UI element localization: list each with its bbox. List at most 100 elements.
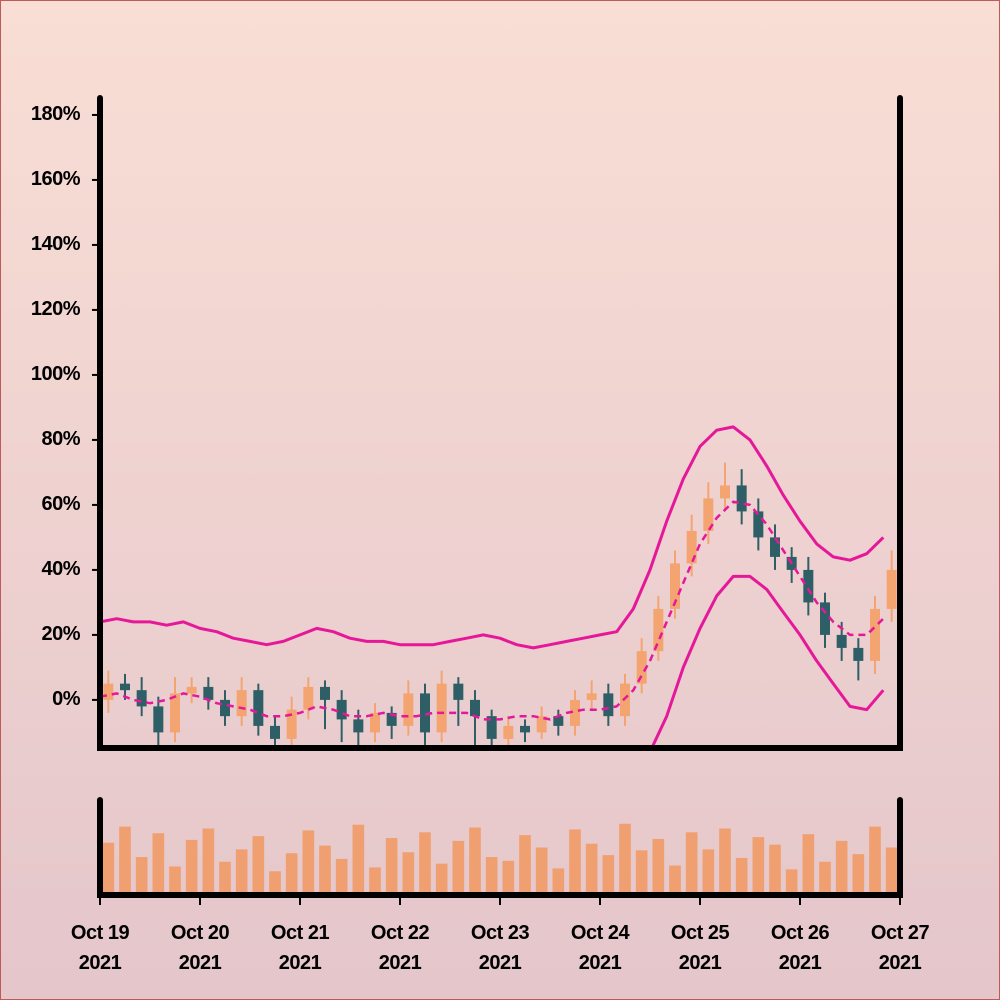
volume-bar: [185, 839, 198, 895]
candle-body: [436, 683, 447, 733]
candle-body: [270, 725, 280, 739]
y-tick-label: 140%: [31, 233, 81, 255]
candle-body: [353, 719, 364, 733]
candle-body: [720, 485, 730, 499]
volume-bar: [769, 844, 781, 895]
volume-bar: [369, 867, 381, 895]
candle-body: [553, 716, 564, 726]
candle-body: [120, 683, 130, 691]
candle-body: [220, 699, 230, 717]
band-middle: [100, 500, 885, 721]
volume-bar: [419, 832, 431, 895]
volume-bar: [319, 845, 331, 895]
candle-body: [586, 693, 597, 700]
volume-bar: [435, 863, 448, 895]
candle-body: [453, 683, 464, 700]
y-tick-label: 0%: [52, 688, 81, 710]
candle-body: [686, 530, 697, 564]
candle-body: [770, 537, 780, 557]
candle-body: [203, 686, 214, 700]
price-frame: [97, 95, 903, 751]
volume-bar: [535, 847, 548, 895]
volume-bar: [802, 834, 815, 895]
volume-bar: [102, 842, 115, 895]
x-tick-label: Oct 24 2021: [571, 922, 631, 974]
candle-body: [153, 706, 164, 733]
candle-body: [836, 634, 847, 648]
volume-bar: [269, 871, 281, 895]
volume-bar: [335, 858, 348, 895]
y-tick-label: 40%: [41, 558, 80, 580]
band-lower: [650, 574, 885, 748]
volume-bar: [402, 852, 415, 895]
band-upper: [100, 425, 885, 650]
y-tick-label: 120%: [31, 298, 81, 320]
candle-body: [186, 686, 197, 694]
volume-bar: [852, 854, 865, 895]
candle-body: [670, 563, 680, 609]
volume-bar: [485, 857, 498, 895]
volume-bar: [719, 828, 731, 895]
candle-body: [703, 498, 714, 531]
candle-body: [386, 712, 397, 726]
candle-body: [636, 651, 647, 684]
volume-bar: [152, 833, 165, 895]
candle-body: [570, 699, 580, 726]
candle-body: [753, 511, 764, 538]
candle-body: [420, 693, 430, 733]
candle-body: [820, 602, 830, 635]
volume-bar: [519, 835, 531, 895]
y-tick-label: 100%: [31, 363, 81, 385]
axes: 0% 20% 40% 60% 80% 100% 120% 140% 160% 180% Oct 19…: [31, 95, 930, 974]
volume-bar: [169, 866, 181, 895]
candle-body: [470, 699, 480, 717]
x-tick-label: Oct 19 2021: [71, 922, 130, 974]
x-tick-label: Oct 22 2021: [371, 922, 430, 974]
volume-bar: [585, 843, 598, 895]
candle-body: [803, 569, 814, 603]
volume-bar: [602, 855, 615, 895]
candle-body: [503, 725, 514, 739]
x-tick-label: Oct 27 2021: [871, 922, 930, 974]
volume-bar: [469, 827, 481, 895]
plot-area: [100, 425, 897, 748]
y-tick-label: 20%: [41, 623, 80, 645]
volume-bar: [502, 860, 515, 895]
volume-bar: [252, 836, 265, 895]
volume-bar: [119, 826, 131, 895]
volume-bar: [285, 853, 298, 895]
volume-bar: [135, 857, 148, 895]
volume-bar: [885, 847, 898, 895]
candle-body: [320, 686, 330, 700]
candle-body: [303, 686, 314, 710]
volume-bar: [452, 840, 465, 895]
volume-bar: [819, 861, 831, 895]
x-tick-label: Oct 23 2021: [471, 922, 530, 974]
candle-body: [870, 608, 880, 661]
volume-bar: [385, 838, 398, 895]
volume-bar: [202, 828, 215, 895]
candle-body: [603, 693, 614, 717]
x-tick-label: Oct 26 2021: [771, 922, 830, 974]
candle-body: [253, 690, 264, 726]
volume-bar: [552, 868, 565, 895]
candle-body: [136, 690, 147, 707]
candle-body: [370, 712, 380, 733]
candle-body: [403, 693, 414, 726]
volume-bar: [869, 826, 881, 895]
volume-bar: [702, 849, 715, 895]
candle-body: [736, 485, 747, 512]
candle-body: [236, 690, 247, 717]
candle-body: [520, 725, 530, 733]
candle-body: [336, 699, 347, 720]
volume-bar: [235, 849, 248, 895]
volume-bar: [752, 837, 765, 895]
volume-bar: [735, 857, 748, 895]
y-tick-label: 160%: [31, 168, 81, 190]
y-tick-label: 180%: [31, 103, 81, 125]
volume-bar: [302, 830, 315, 895]
volume-bar: [652, 838, 665, 895]
candle-body: [286, 709, 297, 739]
